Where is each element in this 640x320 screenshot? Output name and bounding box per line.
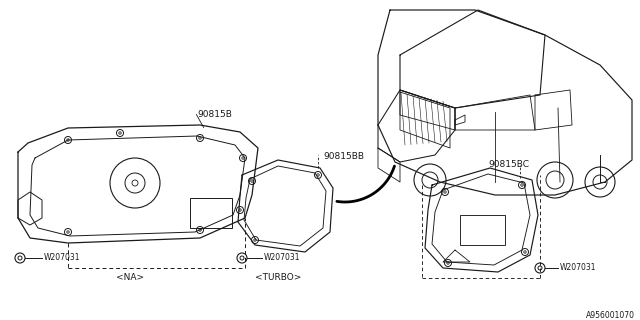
Text: W207031: W207031: [264, 253, 301, 262]
Text: W207031: W207031: [44, 253, 81, 262]
Bar: [190, 198, 232, 228]
Text: 90815B: 90815B: [197, 110, 232, 119]
Text: 90815BB: 90815BB: [323, 152, 364, 161]
Text: A956001070: A956001070: [586, 311, 635, 320]
Text: <TURBO>: <TURBO>: [255, 274, 301, 283]
Text: W207031: W207031: [560, 263, 596, 273]
Text: <NA>: <NA>: [116, 274, 144, 283]
Text: 90815BC: 90815BC: [488, 160, 529, 169]
Bar: [460, 215, 505, 245]
